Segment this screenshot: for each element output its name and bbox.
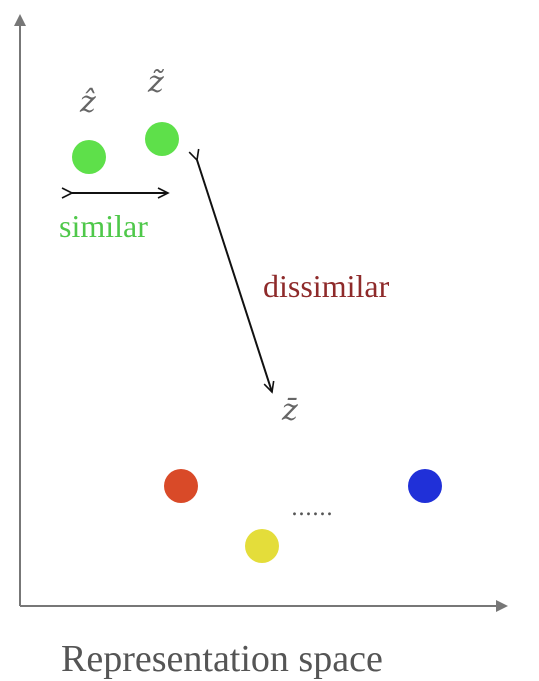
yellow-point <box>245 529 279 563</box>
similar-label: similar <box>59 208 148 244</box>
red-point <box>164 469 198 503</box>
z-hat-label: ẑ <box>79 85 96 120</box>
blue-point <box>408 469 442 503</box>
caption: Representation space <box>61 638 383 680</box>
dissimilar-arrow <box>188 148 275 394</box>
dissimilar-label: dissimilar <box>263 268 390 304</box>
z-hat-point <box>72 140 106 174</box>
z-tilde-point <box>145 122 179 156</box>
ellipsis: ...... <box>291 496 333 521</box>
z-bar-label: z̄ <box>281 393 298 428</box>
z-tilde-label: z̃ <box>147 65 165 100</box>
